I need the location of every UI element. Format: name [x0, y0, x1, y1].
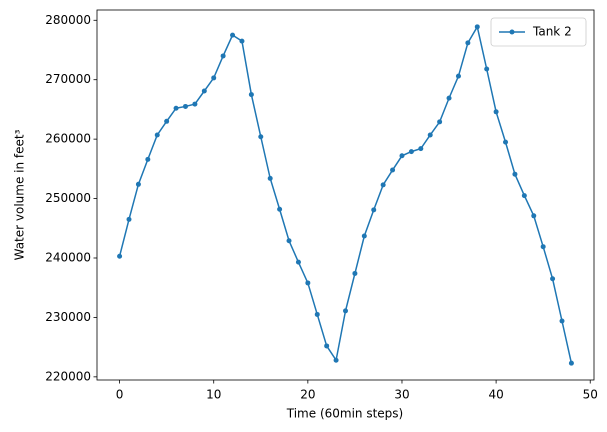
point — [455, 73, 461, 79]
point — [324, 343, 330, 349]
point — [550, 276, 556, 282]
point — [437, 119, 443, 125]
x-tick-label: 10 — [206, 388, 221, 402]
point — [126, 216, 132, 222]
legend-box — [490, 17, 587, 47]
point — [427, 132, 433, 138]
x-tick-label: 30 — [394, 388, 409, 402]
y-tick-label: 220000 — [45, 369, 91, 383]
point — [521, 193, 527, 199]
x-tick-label: 20 — [300, 388, 315, 402]
point — [446, 95, 452, 101]
point — [361, 233, 367, 239]
point — [267, 175, 273, 181]
point — [211, 75, 217, 81]
point — [371, 207, 377, 213]
point — [164, 118, 170, 124]
y-tick-label: 240000 — [45, 250, 91, 264]
point — [154, 132, 160, 138]
point — [493, 109, 499, 115]
y-tick-label: 280000 — [45, 13, 91, 27]
point — [418, 146, 424, 152]
point — [286, 238, 292, 244]
point — [408, 149, 414, 155]
point — [568, 360, 574, 366]
x-tick-label: 40 — [488, 388, 503, 402]
point — [295, 259, 301, 265]
point — [145, 156, 151, 162]
point — [277, 206, 283, 212]
plot-frame — [96, 9, 595, 381]
point — [135, 181, 141, 187]
point — [220, 53, 226, 59]
point — [239, 38, 245, 44]
point — [390, 167, 396, 173]
point — [201, 88, 207, 94]
point — [333, 357, 339, 363]
x-tick-label: 0 — [116, 388, 124, 402]
x-axis-label: Time (60min steps) — [286, 407, 403, 421]
legend-label: Tank 2 — [532, 25, 572, 39]
point — [314, 311, 320, 317]
point — [474, 24, 480, 30]
point — [512, 171, 518, 177]
point — [484, 66, 490, 72]
point — [540, 244, 546, 250]
y-tick-label: 250000 — [45, 191, 91, 205]
y-tick-label: 260000 — [45, 132, 91, 146]
point — [380, 182, 386, 188]
y-axis-label: Water volume in feet³ — [13, 129, 27, 260]
point — [531, 213, 537, 219]
point — [192, 101, 198, 107]
point — [305, 280, 311, 286]
point — [248, 92, 254, 98]
legend-marker — [509, 29, 515, 35]
point — [343, 308, 348, 314]
point — [173, 105, 179, 111]
point — [230, 32, 236, 38]
y-tick-label: 270000 — [45, 72, 91, 86]
x-tick-label: 50 — [583, 388, 598, 402]
point — [559, 318, 565, 324]
point — [399, 153, 405, 159]
point — [465, 40, 471, 46]
point — [352, 270, 358, 276]
y-tick-label: 230000 — [45, 310, 91, 324]
point — [117, 253, 123, 259]
point — [258, 134, 264, 140]
point — [503, 139, 509, 145]
point — [182, 103, 188, 109]
